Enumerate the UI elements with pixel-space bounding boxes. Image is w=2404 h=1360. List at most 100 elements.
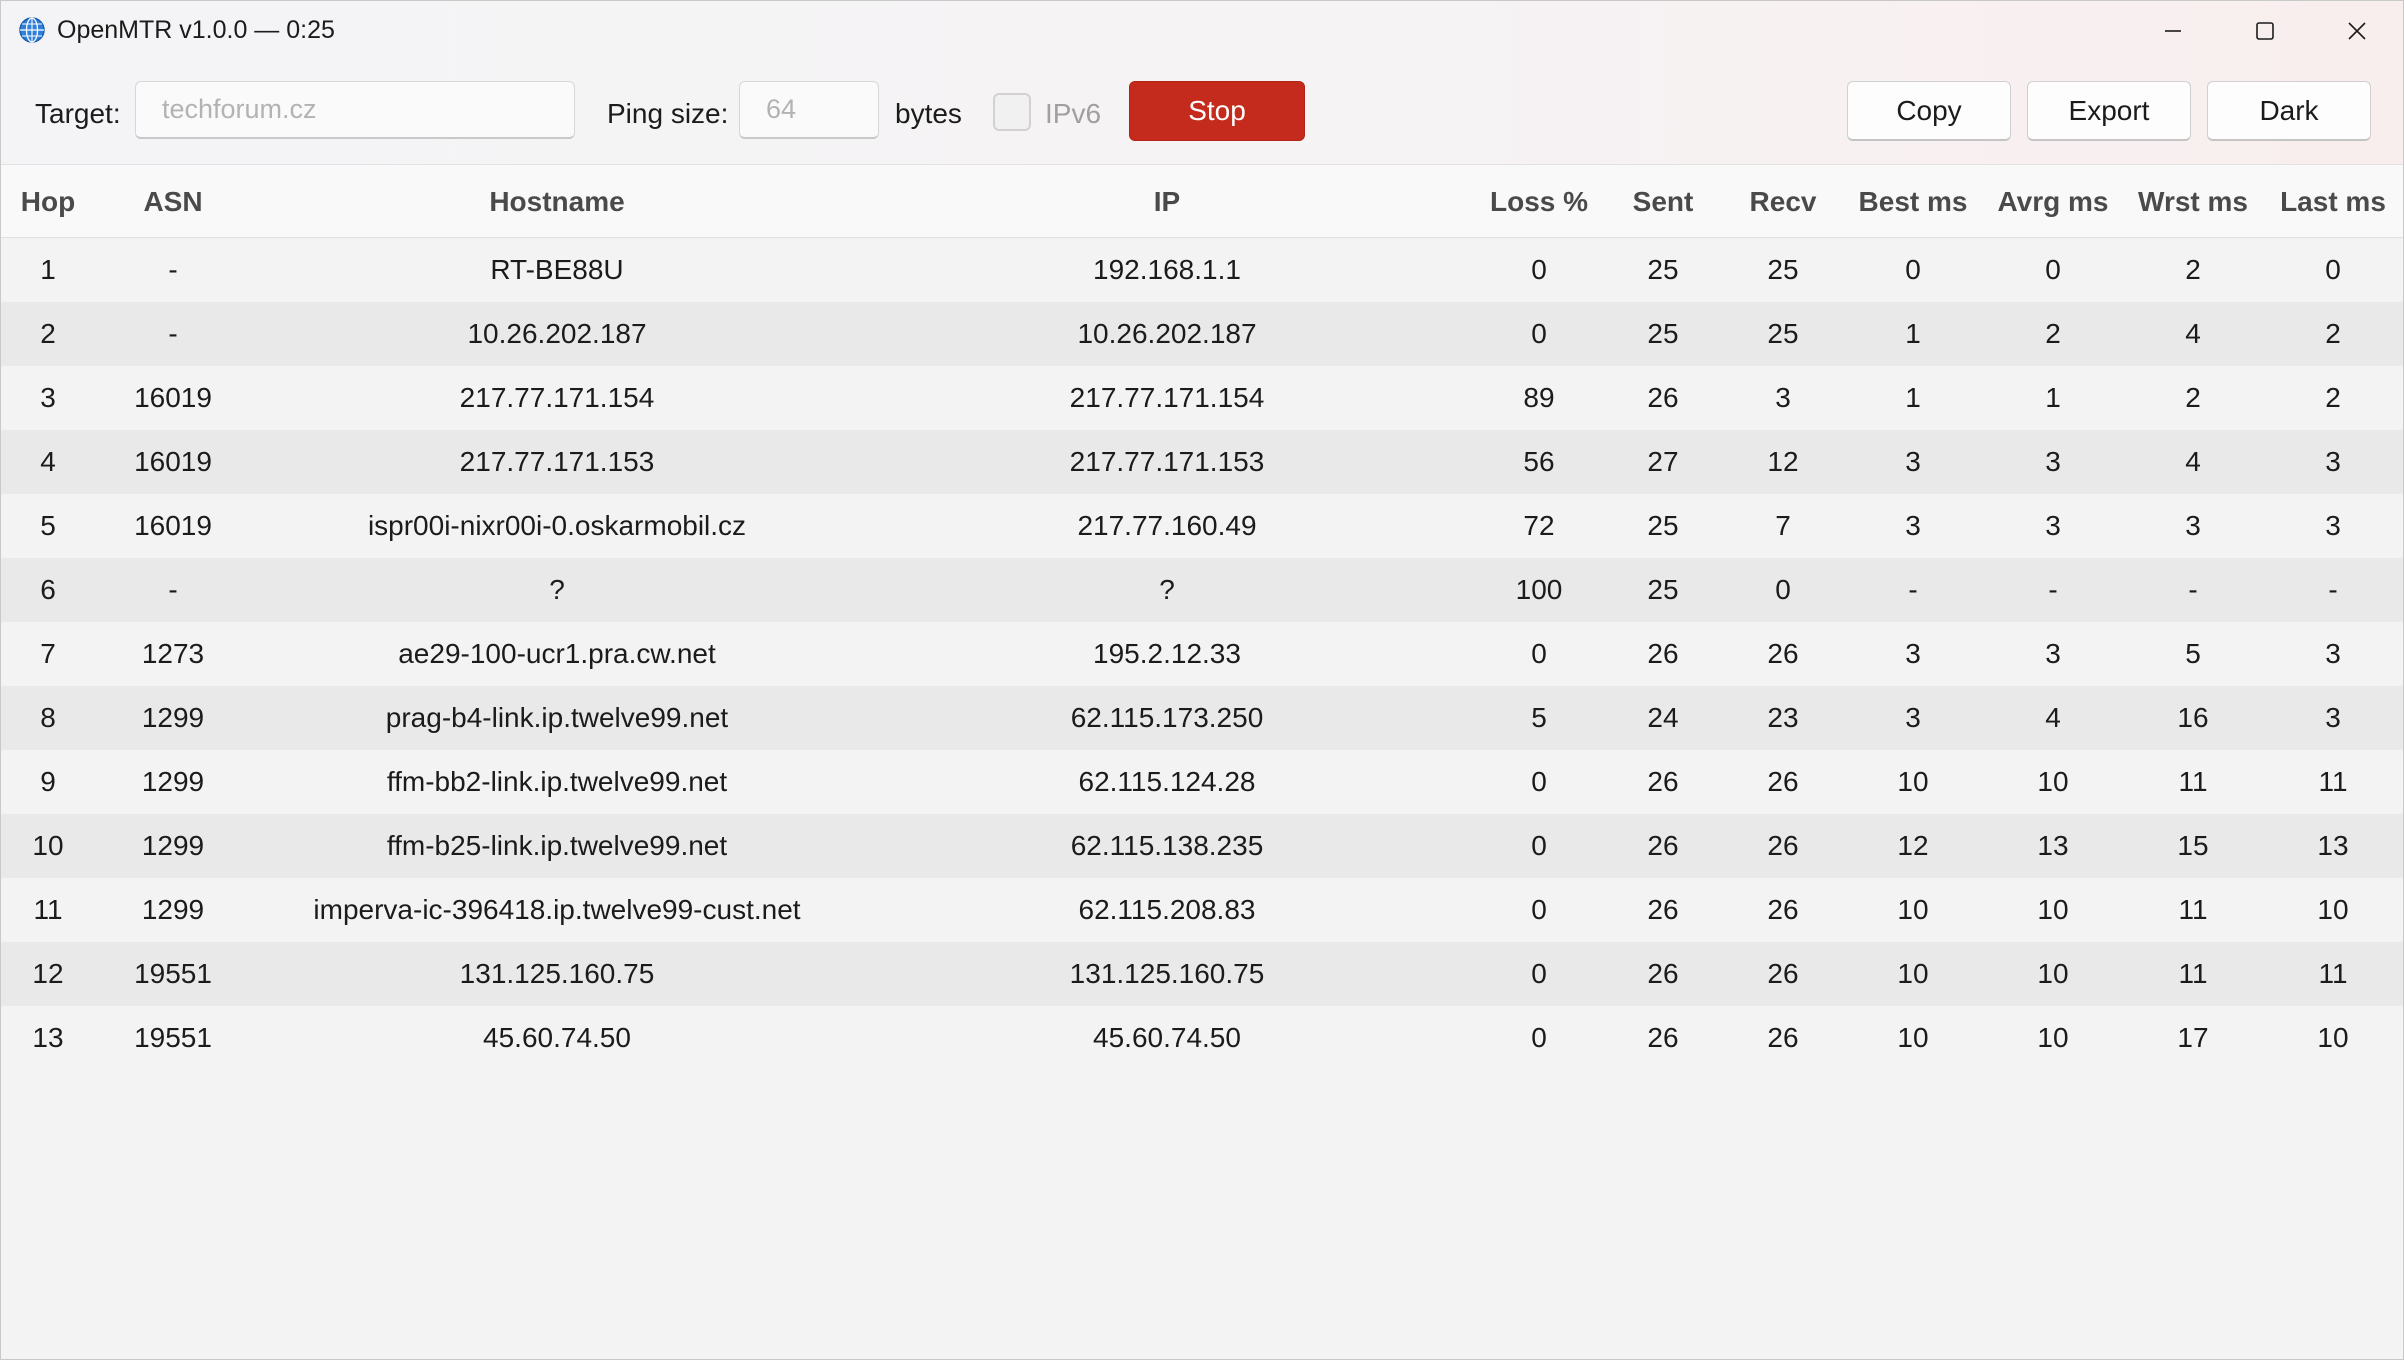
cell-ip: 217.77.171.153 xyxy=(1069,446,1265,477)
ping-size-input[interactable]: 64 xyxy=(739,81,879,139)
dark-mode-button[interactable]: Dark xyxy=(2207,81,2371,141)
close-icon xyxy=(2348,22,2366,40)
cell-hostname: ffm-bb2-link.ip.twelve99.net xyxy=(386,766,728,797)
table-row[interactable]: 5 16019 ispr00i-nixr00i-0.oskarmobil.cz 217… xyxy=(1,494,2403,558)
column-header-best[interactable]: Best ms xyxy=(1858,186,1968,217)
cell-avrg: 1 xyxy=(2045,382,2061,413)
target-input[interactable]: techforum.cz xyxy=(135,81,575,139)
table-row[interactable]: 10 1299 ffm-b25-link.ip.twelve99.net 62.115… xyxy=(1,814,2403,878)
cell-hop: 2 xyxy=(40,318,56,349)
table-row[interactable]: 8 1299 prag-b4-link.ip.twelve99.net 62.115.… xyxy=(1,686,2403,750)
table-row[interactable]: 9 1299 ffm-bb2-link.ip.twelve99.net 62.115.… xyxy=(1,750,2403,814)
cell-loss: 0 xyxy=(1531,894,1547,925)
minimize-button[interactable] xyxy=(2127,1,2219,61)
cell-last: 3 xyxy=(2325,446,2341,477)
ipv6-label: IPv6 xyxy=(1045,98,1102,129)
cell-loss: 0 xyxy=(1531,254,1547,285)
cell-best: 0 xyxy=(1905,254,1921,285)
ipv6-checkbox[interactable] xyxy=(993,93,1031,131)
cell-asn: - xyxy=(168,318,178,349)
cell-avrg: 3 xyxy=(2045,638,2061,669)
cell-sent: 25 xyxy=(1647,574,1679,605)
cell-hop: 13 xyxy=(32,1022,64,1053)
column-header-loss[interactable]: Loss % xyxy=(1489,186,1589,217)
cell-hop: 12 xyxy=(32,958,64,989)
cell-wrst: 15 xyxy=(2177,830,2209,861)
table-row[interactable]: 6 -?? 100 25 0 - - - - xyxy=(1,558,2403,622)
title-bar[interactable]: OpenMTR v1.0.0 — 0:25 xyxy=(1,1,2403,63)
column-header-hostname[interactable]: Hostname xyxy=(489,186,625,217)
cell-last: 11 xyxy=(2318,766,2348,797)
column-header-asn[interactable]: ASN xyxy=(143,186,203,217)
cell-best: 1 xyxy=(1905,382,1921,413)
cell-hostname: imperva-ic-396418.ip.twelve99-cust.net xyxy=(313,894,801,925)
column-header-wrst[interactable]: Wrst ms xyxy=(2138,186,2248,217)
export-button[interactable]: Export xyxy=(2027,81,2191,141)
table-row[interactable]: 7 1273 ae29-100-ucr1.pra.cw.net 195.2.12.33… xyxy=(1,622,2403,686)
cell-sent: 26 xyxy=(1647,1022,1679,1053)
cell-loss: 0 xyxy=(1531,318,1547,349)
cell-recv: 26 xyxy=(1767,638,1799,669)
cell-ip: 62.115.138.235 xyxy=(1070,830,1264,861)
cell-hop: 10 xyxy=(32,830,64,861)
cell-ip: 10.26.202.187 xyxy=(1077,318,1257,349)
maximize-button[interactable] xyxy=(2219,1,2311,61)
cell-best: 10 xyxy=(1897,894,1929,925)
cell-recv: 26 xyxy=(1767,958,1799,989)
cell-sent: 24 xyxy=(1647,702,1679,733)
table-row[interactable]: 1 - RT-BE88U 192.168.1.1 0 25 25 0 0 2 0 xyxy=(1,238,2403,302)
cell-hop: 3 xyxy=(40,382,56,413)
column-header-last[interactable]: Last ms xyxy=(2280,186,2386,217)
cell-best: 3 xyxy=(1905,446,1921,477)
copy-button[interactable]: Copy xyxy=(1847,81,2011,141)
cell-avrg: 10 xyxy=(2037,958,2069,989)
cell-hostname: 45.60.74.50 xyxy=(483,1022,631,1053)
cell-best: - xyxy=(1908,574,1918,605)
stop-button[interactable]: Stop xyxy=(1129,81,1305,141)
cell-loss: 100 xyxy=(1515,574,1563,605)
cell-last: 10 xyxy=(2317,1022,2349,1053)
cell-sent: 27 xyxy=(1647,446,1679,477)
table-row[interactable]: 2 - 10.26.202.187 10.26.202.187 0 25 25 1 2 4 2 xyxy=(1,302,2403,366)
cell-last: 2 xyxy=(2325,318,2341,349)
column-header-ip[interactable]: IP xyxy=(1153,186,1181,217)
window-title: OpenMTR v1.0.0 — 0:25 xyxy=(57,16,335,44)
cell-hostname: 131.125.160.75 xyxy=(459,958,655,989)
cell-ip: 62.115.124.28 xyxy=(1078,766,1256,797)
cell-wrst: 11 xyxy=(2178,894,2208,925)
table-row[interactable]: 13 19551 45.60.74.50 45.60.74.50 0 26 26 10 10 17… xyxy=(1,1006,2403,1070)
table-row[interactable]: 11 1299 imperva-ic-396418.ip.twelve99-cust… xyxy=(1,878,2403,942)
table-row[interactable]: 12 19551 131.125.160.75 131.125.160.75 0 26 26… xyxy=(1,942,2403,1006)
cell-asn: 1299 xyxy=(141,894,205,925)
cell-best: 10 xyxy=(1897,958,1929,989)
toolbar: Target: techforum.cz Ping size: 64 bytes… xyxy=(1,63,2403,165)
cell-recv: 26 xyxy=(1767,766,1799,797)
cell-hop: 1 xyxy=(40,254,56,285)
cell-recv: 25 xyxy=(1767,318,1799,349)
cell-ip: 131.125.160.75 xyxy=(1069,958,1265,989)
cell-best: 1 xyxy=(1905,318,1921,349)
cell-recv: 7 xyxy=(1775,510,1791,541)
table-row[interactable]: 4 16019 217.77.171.153 217.77.171.153 56 27 12… xyxy=(1,430,2403,494)
table-row[interactable]: 3 16019 217.77.171.154 217.77.171.154 89 26 3 1… xyxy=(1,366,2403,430)
cell-last: 11 xyxy=(2318,958,2348,989)
cell-sent: 25 xyxy=(1647,318,1679,349)
column-header-sent[interactable]: Sent xyxy=(1632,186,1694,217)
cell-hop: 5 xyxy=(40,510,56,541)
cell-loss: 56 xyxy=(1523,446,1555,477)
column-header-hop[interactable]: Hop xyxy=(20,186,76,217)
cell-best: 3 xyxy=(1905,638,1921,669)
column-header-recv[interactable]: Recv xyxy=(1749,186,1817,217)
cell-asn: 16019 xyxy=(134,382,212,413)
column-header-avrg[interactable]: Avrg ms xyxy=(1997,186,2109,217)
cell-avrg: 3 xyxy=(2045,510,2061,541)
minimize-icon xyxy=(2165,30,2181,32)
cell-ip: ? xyxy=(1159,574,1175,605)
hops-table[interactable]: Hop ASN Hostname IP Loss % Sent Recv Bes… xyxy=(1,165,2403,1359)
cell-loss: 72 xyxy=(1523,510,1555,541)
cell-last: 2 xyxy=(2325,382,2341,413)
cell-ip: 217.77.171.154 xyxy=(1069,382,1265,413)
close-button[interactable] xyxy=(2311,1,2403,61)
cell-last: 3 xyxy=(2325,510,2341,541)
